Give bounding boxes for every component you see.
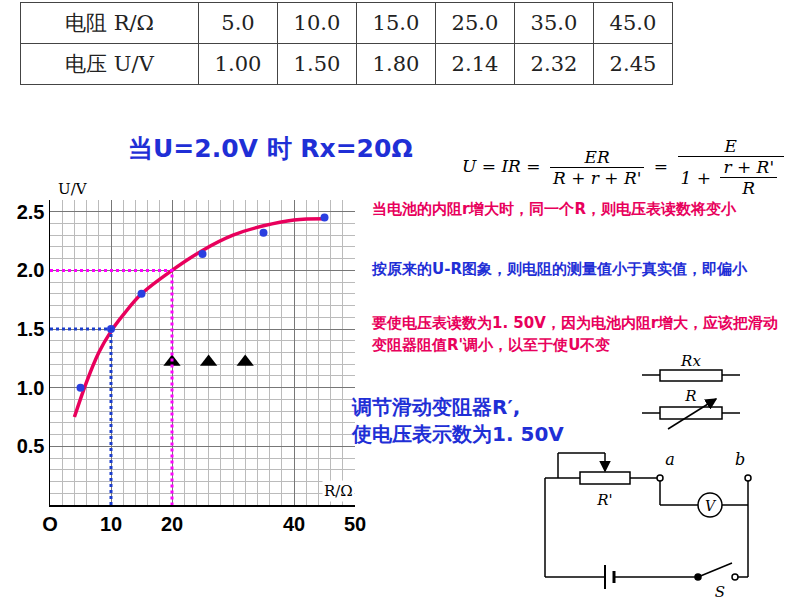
html-text:2.32: 2.32 — [530, 52, 578, 76]
svg-text:2.0: 2.0 — [17, 259, 45, 281]
svg-text:S: S — [715, 583, 725, 600]
html-text:25.0: 25.0 — [451, 11, 499, 35]
html-text:2.45: 2.45 — [609, 52, 657, 76]
html-text:10.0: 10.0 — [293, 11, 341, 35]
html-text:电阻 R/Ω: 电阻 R/Ω — [65, 11, 154, 35]
svg-text:10: 10 — [100, 513, 122, 535]
html-text:E: E — [724, 136, 737, 156]
html-text:1.00: 1.00 — [214, 52, 262, 76]
html-text:按原来的U-R图象，则电阻的测量值小于真实值，即偏小: 按原来的U-R图象，则电阻的测量值小于真实值，即偏小 — [372, 260, 747, 278]
html-text:15.0: 15.0 — [372, 11, 420, 35]
svg-text:R/Ω: R/Ω — [324, 482, 353, 500]
svg-text:U/V: U/V — [58, 180, 88, 198]
html-text:使电压表示数为1. 50V: 使电压表示数为1. 50V — [352, 422, 564, 446]
svg-text:50: 50 — [344, 513, 366, 535]
svg-text:V: V — [705, 498, 717, 514]
svg-text:40: 40 — [283, 513, 305, 535]
html-text:ER: ER — [584, 146, 610, 167]
svg-text:R: R — [684, 387, 696, 405]
html-text:1 + r + R': 1 + r + R' — [680, 157, 775, 188]
html-text:35.0: 35.0 — [530, 11, 578, 35]
svg-text:1.0: 1.0 — [17, 377, 45, 399]
svg-text:b: b — [735, 450, 745, 469]
html-text:要使电压表读数为1. 50V，因为电池内阻r增大，应该把滑动: 要使电压表读数为1. 50V，因为电池内阻r增大，应该把滑动变阻器阻值R'调小，… — [372, 314, 779, 354]
html-text:当电池的内阻r增大时，同一个R，则电压表读数将变小: 当电池的内阻r增大时，同一个R，则电压表读数将变小 — [372, 200, 736, 218]
svg-text:a: a — [665, 450, 675, 469]
html-text:2.14: 2.14 — [451, 52, 499, 76]
html-text:R + r + R': R + r + R' — [553, 167, 642, 188]
svg-text:2.5: 2.5 — [17, 201, 45, 223]
html-text:电压 U/V: 电压 U/V — [65, 52, 154, 76]
html-text:R: R — [742, 178, 756, 198]
svg-text:Rx: Rx — [680, 355, 701, 370]
svg-text:1.5: 1.5 — [17, 318, 45, 340]
svg-text:O: O — [42, 513, 58, 535]
html-text:45.0: 45.0 — [609, 11, 657, 35]
html-text:调节滑动变阻器R′,: 调节滑动变阻器R′, — [352, 395, 521, 419]
svg-text:R': R' — [596, 491, 612, 509]
html-text:1.80: 1.80 — [372, 52, 420, 76]
html-text:5.0: 5.0 — [221, 11, 255, 35]
svg-text:20: 20 — [161, 513, 183, 535]
html-text:U = IR =: U = IR = — [462, 155, 546, 176]
html-text:1.50: 1.50 — [293, 52, 341, 76]
svg-text:0.5: 0.5 — [17, 435, 45, 457]
html-text:当U=2.0V 时 Rx=20Ω: 当U=2.0V 时 Rx=20Ω — [128, 134, 413, 163]
